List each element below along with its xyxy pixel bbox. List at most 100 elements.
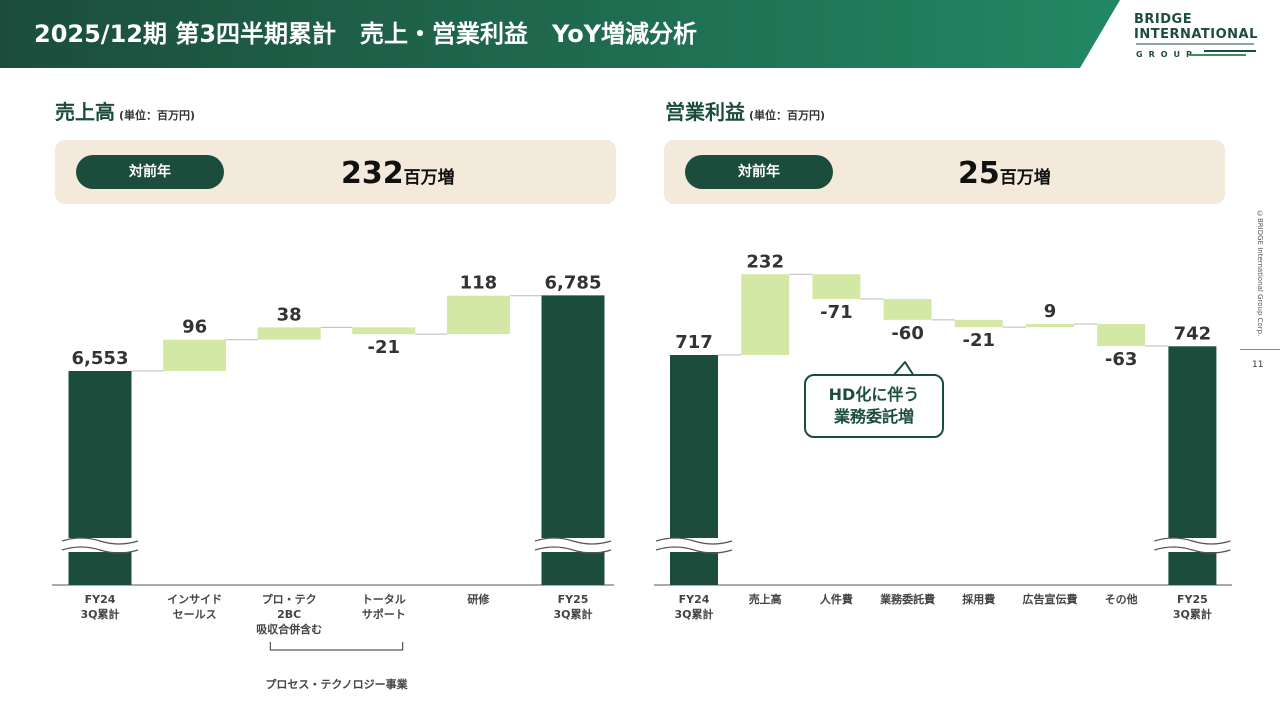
break-line: [655, 537, 733, 545]
header-bar: 2025/12期 第3四半期累計 売上・営業利益 YoY増減分析 BRIDGE …: [0, 0, 1280, 68]
profit-category-label-line: FY25: [1177, 593, 1208, 606]
profit-data-label: 9: [1044, 301, 1057, 322]
profit-category-label-line: FY24: [679, 593, 710, 606]
profit-category-label-line: その他: [1105, 592, 1138, 606]
sales-data-label: -21: [368, 337, 401, 358]
logo-stripes-icon: [1136, 43, 1256, 56]
sales-delta-value: 232: [341, 156, 404, 191]
sales-bar-delta: [446, 295, 510, 335]
sales-data-label: 118: [460, 273, 498, 294]
profit-data-label: -63: [1105, 349, 1138, 370]
profit-category-label: FY24 3Q累計: [674, 593, 713, 621]
page-title: 2025/12期 第3四半期累計 売上・営業利益 YoY増減分析: [34, 20, 698, 48]
copyright-text: ©BRIDGE International Group Corp.: [1256, 210, 1264, 337]
sales-data-label: 38: [277, 304, 302, 325]
sales-category-label-line: 2BC: [277, 608, 301, 621]
profit-bar-delta: [1097, 324, 1146, 346]
profit-delta-value: 25: [958, 156, 1000, 191]
profit-category-label-line: 3Q累計: [1173, 607, 1212, 621]
logo-text-line1: BRIDGE: [1134, 12, 1193, 27]
profit-delta-unit: 百万増: [999, 168, 1051, 188]
sales-category-label: プロ・テク 2BC 吸収合併含む: [256, 592, 322, 636]
sales-title-text: 売上高: [55, 100, 115, 124]
sales-category-label-line: FY25: [558, 593, 589, 606]
sales-delta-unit: 百万増: [403, 168, 455, 188]
bracket-label: プロセス・テクノロジー事業: [265, 677, 408, 691]
break-line: [1154, 546, 1231, 554]
company-logo: BRIDGE INTERNATIONAL GROUP: [1134, 12, 1264, 68]
profit-data-label: -60: [891, 323, 924, 344]
sales-axis-break: [534, 537, 612, 554]
sales-category-label-line: プロ・テク: [262, 592, 317, 606]
sales-axis-break: [61, 537, 139, 554]
sales-category-label-line: サポート: [362, 607, 406, 621]
break-line: [1154, 537, 1231, 545]
sales-bar-delta: [352, 327, 416, 335]
profit-data-label: 742: [1174, 323, 1212, 344]
break-gap: [535, 538, 611, 552]
sales-category-label-line: 吸収合併含む: [256, 622, 322, 636]
break-gap: [62, 538, 138, 552]
profit-summary-box: 対前年 25百万増: [664, 140, 1225, 204]
break-line: [534, 537, 612, 545]
profit-bar-delta: [883, 298, 932, 320]
sales-summary-box: 対前年 232百万増: [55, 140, 616, 204]
break-gap: [1154, 538, 1231, 552]
profit-category-label-line: 人件費: [820, 592, 853, 606]
sales-yoy-pill: 対前年: [76, 155, 224, 189]
profit-category-label: 売上高: [749, 592, 782, 606]
sales-data-label: 96: [182, 317, 207, 338]
logo-text-line3: GROUP: [1136, 50, 1198, 59]
profit-delta: 25百万増: [958, 156, 1051, 191]
break-line: [655, 546, 733, 554]
profit-section-title: 営業利益 (単位：百万円): [665, 96, 825, 125]
sales-category-label-line: トータル: [362, 593, 406, 606]
sales-category-label-line: 3Q累計: [553, 607, 592, 621]
sales-delta: 232百万増: [341, 156, 455, 191]
profit-category-label: 人件費: [820, 592, 853, 606]
profit-title-text: 営業利益: [665, 100, 745, 124]
profit-category-label-line: 採用費: [962, 592, 995, 606]
profit-bar-delta: [1026, 324, 1074, 328]
break-line: [61, 546, 139, 554]
sales-category-label: FY24 3Q累計: [80, 593, 119, 621]
sales-data-label: 6,785: [545, 272, 602, 293]
sales-category-label: FY25 3Q累計: [553, 593, 592, 621]
callout-text: HD化に伴う 業務委託増: [828, 385, 920, 426]
profit-category-label: 業務委託費: [879, 592, 935, 606]
sales-data-label: 6,553: [72, 348, 129, 369]
sales-category-label-line: 3Q累計: [80, 607, 119, 621]
sales-category-label-line: FY24: [85, 593, 116, 606]
profit-data-label: -21: [963, 330, 996, 351]
sales-category-label: 研修: [467, 592, 490, 606]
profit-category-label-line: 業務委託費: [879, 592, 935, 606]
profit-axis-break: [655, 537, 733, 554]
sales-unit-text: (単位：百万円): [119, 109, 196, 122]
profit-category-label: FY25 3Q累計: [1173, 593, 1212, 621]
profit-yoy-pill: 対前年: [685, 155, 833, 189]
callout-box: HD化に伴う 業務委託増: [804, 374, 944, 438]
page-divider: [1240, 349, 1280, 350]
profit-data-label: 717: [675, 332, 713, 353]
sales-bar-delta: [257, 327, 321, 340]
break-line: [534, 546, 612, 554]
profit-bar-delta: [741, 274, 790, 355]
profit-data-label: 232: [746, 251, 784, 272]
break-line: [61, 537, 139, 545]
logo-footer: GROUP: [1134, 42, 1264, 59]
sales-section-title: 売上高 (単位：百万円): [55, 96, 195, 125]
callout-pointer: [892, 361, 915, 377]
sales-category-label-line: 研修: [467, 592, 490, 606]
page-number: 11: [1252, 360, 1264, 370]
header-background: [0, 0, 1280, 68]
profit-category-label: 広告宣伝費: [1023, 592, 1078, 606]
profit-unit-text: (単位：百万円): [749, 109, 826, 122]
profit-data-label: -71: [820, 302, 853, 323]
sales-bar-delta: [163, 339, 227, 371]
profit-category-label-line: 売上高: [749, 592, 782, 606]
logo-panel: [1080, 0, 1280, 68]
sales-bar-total: [541, 295, 605, 585]
break-gap: [656, 538, 732, 552]
profit-bar-delta: [954, 319, 1003, 328]
